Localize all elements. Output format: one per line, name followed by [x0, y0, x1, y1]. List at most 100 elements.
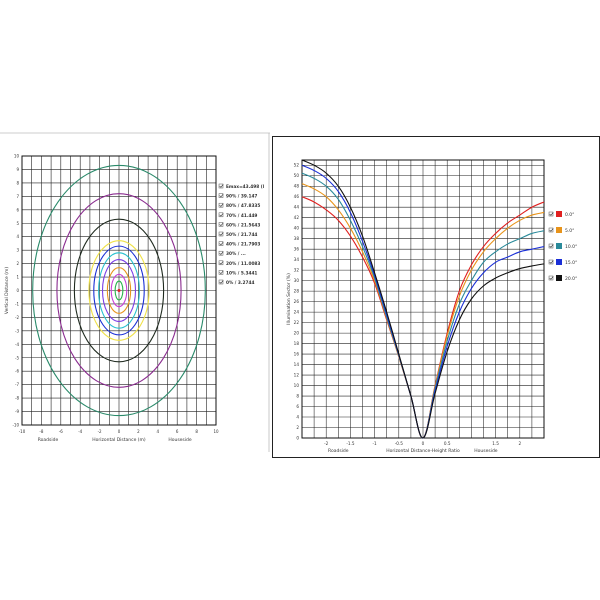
y-tick-label: 38 [294, 236, 300, 241]
isolux-contour [106, 267, 132, 314]
isolux-contour [73, 218, 165, 363]
legend-checkmark [549, 260, 554, 264]
y-tick-label: 2 [296, 425, 299, 430]
legend-label: 5.0° [565, 228, 574, 234]
y-tick-label: 30 [294, 278, 300, 283]
y-tick-label: -1 [15, 301, 19, 306]
y-tick-label: 0 [16, 288, 19, 293]
isolux-contour [114, 280, 124, 301]
legend-checkbox [548, 211, 554, 217]
y-axis-label: Vertical Distance (m) [4, 267, 10, 315]
y-tick-label: 3 [16, 248, 19, 253]
y-tick-label: -3 [15, 328, 19, 333]
legend-checkbox [548, 227, 554, 233]
legend-checkmark [219, 222, 224, 227]
y-tick-label: -6 [15, 369, 19, 374]
y-tick-label: 28 [294, 289, 300, 294]
plot-frame [21, 155, 217, 426]
x-tick-label: 0 [422, 441, 425, 446]
legend-checkbox [218, 202, 224, 208]
y-tick-label: 8 [16, 180, 19, 185]
y-tick-label: 6 [296, 404, 299, 409]
y-tick-label: 32 [294, 268, 300, 273]
x-tick-label: -6 [59, 429, 63, 434]
x-tick-label: -1.5 [346, 441, 355, 446]
roadside-label: Roadside [328, 448, 349, 454]
y-tick-label: 44 [294, 205, 300, 210]
legend-label: 0.0° [565, 212, 574, 218]
x-tick-label: 2 [137, 429, 140, 434]
y-tick-label: 10 [14, 154, 20, 159]
y-tick-label: -10 [12, 423, 19, 428]
legend-label: 0% / 3.2744 [226, 280, 254, 286]
legend-label: 10% / 5.3441 [226, 270, 257, 276]
legend-label: 20.0° [565, 276, 577, 282]
legend-label: 30% / ... [226, 251, 246, 257]
legend-label: 15.0° [565, 260, 577, 266]
y-tick-label: 20 [294, 331, 300, 336]
y-tick-label: 5 [16, 221, 19, 226]
legend-checkmark [219, 270, 224, 275]
x-tick-label: -2 [98, 429, 102, 434]
y-tick-label: -9 [15, 409, 19, 414]
y-tick-label: 50 [294, 173, 300, 178]
x-tick-label: -4 [78, 429, 82, 434]
x-axis-label: Horizontal Distance-Height Ratio [386, 448, 460, 454]
legend-swatch [556, 227, 562, 233]
legend-swatch [556, 259, 562, 265]
y-tick-label: 14 [294, 362, 300, 367]
legend-checkmark [219, 261, 224, 265]
legend-checkmark [219, 184, 224, 188]
legend-label: 60% / 21.5643 [226, 222, 260, 228]
x-tick-label: 8 [195, 429, 198, 434]
legend-checkmark [219, 232, 224, 236]
x-tick-label: 0 [118, 429, 121, 434]
y-tick-label: 16 [294, 352, 300, 357]
y-tick-label: -5 [15, 355, 19, 360]
legend-checkbox [218, 183, 224, 189]
isolux-chart-panel: -10 -8 -6 -4 -2 0 2 4 6 8 10 10 9 8 7 6 5 4 3 2 1 0 -1 -2 -3 -4 -5… [0, 132, 270, 452]
legend-label: 20% / 11.0083 [226, 261, 260, 267]
y-tick-label: 40 [294, 226, 300, 231]
legend-checkbox [218, 270, 224, 275]
y-tick-label: 7 [16, 194, 19, 199]
y-axis-label: Illumination Sector (%) [286, 273, 292, 325]
legend-checkbox [218, 222, 224, 227]
legend-checkbox [218, 231, 224, 237]
legend-label: 70% / 41.449 [226, 213, 257, 219]
legend-checkbox [548, 243, 554, 249]
x-tick-label: -0.5 [395, 441, 404, 446]
x-tick-label: 1.5 [492, 441, 499, 446]
x-axis-label: Horizontal Distance (m) [92, 437, 146, 443]
houseside-label: Houseside [168, 437, 192, 443]
y-tick-label: 52 [294, 163, 300, 168]
y-tick-label: 6 [16, 207, 19, 212]
y-tick-label: -8 [15, 396, 19, 401]
legend-checkbox [548, 275, 554, 281]
isolux-contour [32, 164, 206, 417]
y-tick-label: 18 [294, 341, 300, 346]
isolux-contour [110, 273, 128, 308]
legend-checkbox [218, 241, 224, 246]
legend-checkmark [549, 212, 554, 216]
y-tick-label: 36 [294, 247, 300, 252]
series-line [301, 159, 545, 439]
legend-label: 90% / 39.147 [226, 194, 257, 200]
y-tick-label: 4 [16, 234, 19, 239]
legend-checkmark [219, 203, 224, 207]
x-tick-label: -2 [324, 441, 329, 446]
legend-checkbox [218, 250, 224, 256]
isolux-contour [98, 252, 140, 329]
legend-checkmark [219, 241, 224, 246]
legend-checkbox [218, 279, 224, 285]
y-tick-label: 24 [294, 310, 300, 315]
legend-checkbox [218, 260, 224, 266]
y-tick-label: -4 [15, 342, 19, 347]
illumination-chart-panel: -2 -1.5 -1 -0.5 0 0.5 1.5 2 0 2 4 6 8 10 12 14 16 18 20 22 2… [272, 136, 600, 458]
legend-checkmark [219, 280, 224, 284]
x-tick-label: 6 [176, 429, 179, 434]
x-tick-label: 0.5 [444, 441, 451, 446]
legend-checkmark [219, 193, 224, 198]
legend-checkbox [218, 193, 224, 198]
y-tick-label: 42 [294, 215, 300, 220]
